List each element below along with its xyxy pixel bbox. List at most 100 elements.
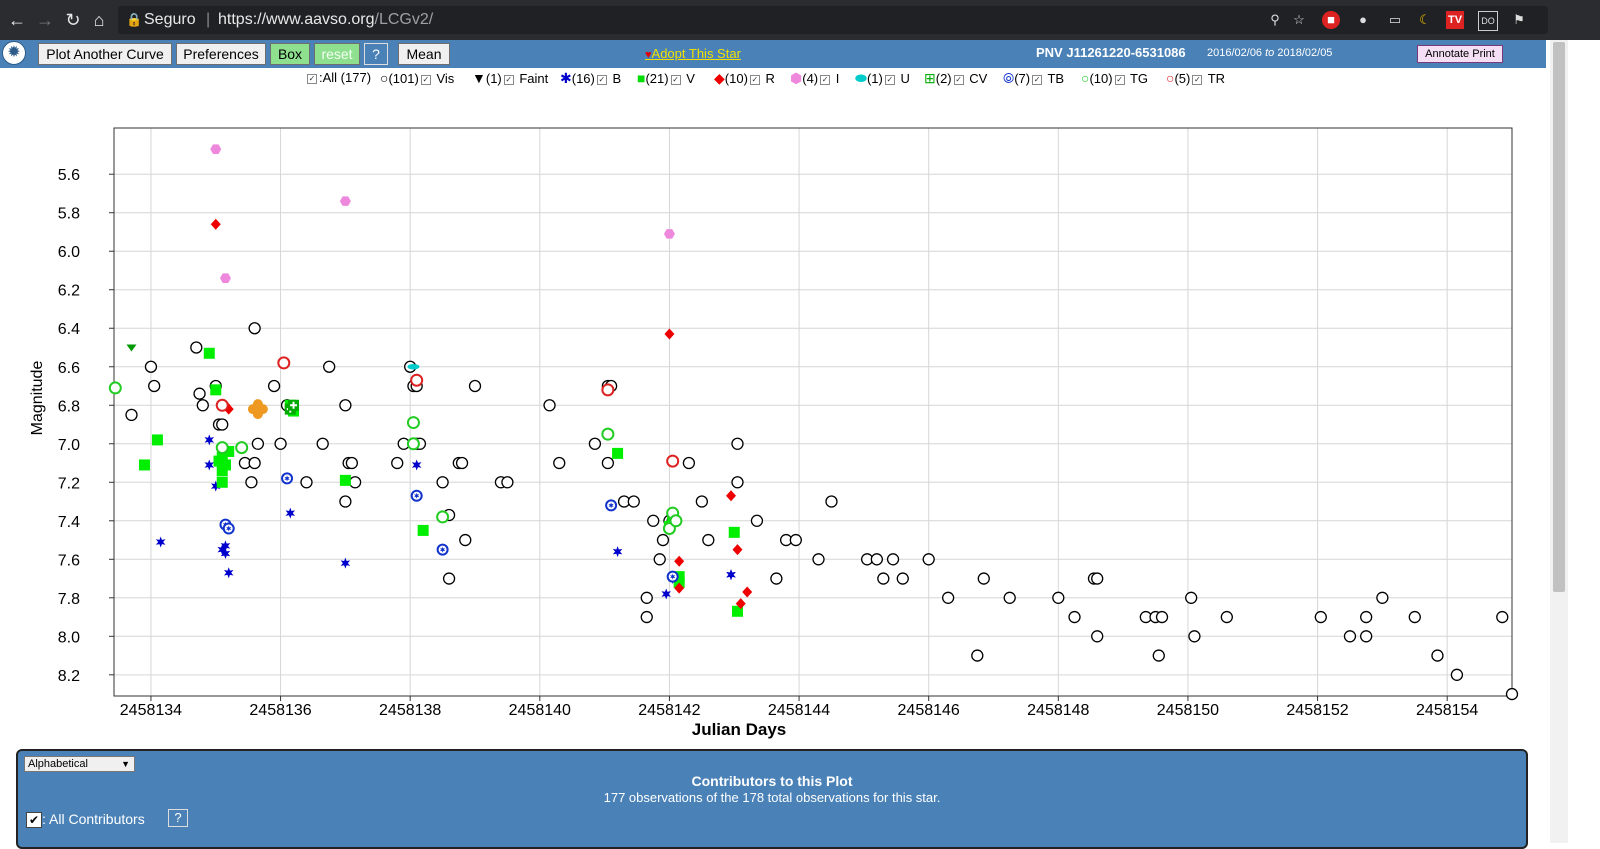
contributors-help-button[interactable]: ? xyxy=(168,809,188,827)
legend-count: (16) xyxy=(571,71,595,86)
legend-count: (21) xyxy=(645,71,669,86)
legend-checkbox[interactable]: ✓ xyxy=(420,74,431,85)
mean-button[interactable]: Mean xyxy=(398,43,450,65)
data-point-vis xyxy=(251,437,265,450)
home-icon[interactable]: ⌂ xyxy=(93,10,105,30)
extension-doc-icon[interactable]: ▭ xyxy=(1388,12,1402,27)
extension-shield-icon[interactable]: ■ xyxy=(1322,11,1340,29)
adopt-star-link[interactable]: ♥Adopt This Star xyxy=(645,46,741,61)
legend-item-u[interactable]: ⬬(1) ✓ U xyxy=(855,69,910,88)
y-tick-label: 8.0 xyxy=(58,629,80,646)
legend-checkbox[interactable]: ✓ xyxy=(670,74,681,85)
annotate-print-button[interactable]: Annotate Print xyxy=(1417,45,1503,63)
forward-icon[interactable]: → xyxy=(36,10,54,30)
legend-band: B xyxy=(608,71,622,86)
box-button[interactable]: Box xyxy=(270,43,310,65)
help-button[interactable]: ? xyxy=(364,43,388,65)
legend-item-vis[interactable]: ○(101) ✓ Vis xyxy=(380,69,454,88)
contributor-sort-select[interactable]: Alphabetical ▼ xyxy=(24,756,135,772)
x-tick-label: 2458142 xyxy=(638,702,700,719)
aavso-logo-icon[interactable]: ✹ xyxy=(2,41,26,65)
date-to: 2018/02/05 xyxy=(1277,47,1333,59)
data-point-tg xyxy=(235,441,249,455)
data-point-vis xyxy=(1496,610,1509,624)
data-point-b xyxy=(411,459,422,471)
data-point-tb-star xyxy=(226,525,232,532)
extension-do-icon[interactable]: DO xyxy=(1478,11,1498,31)
x-tick-label: 2458138 xyxy=(379,702,441,719)
url-text[interactable]: https://www.aavso.org/LCGv2/ xyxy=(218,6,433,34)
page-scrollbar[interactable] xyxy=(1550,40,1568,843)
data-point-i xyxy=(339,196,351,206)
reload-icon[interactable]: ↻ xyxy=(65,10,81,30)
reset-button[interactable]: reset xyxy=(314,43,360,65)
bookmark-star-icon[interactable]: ☆ xyxy=(1293,12,1305,27)
star-name: PNV J11261220-6531086 xyxy=(1036,45,1186,60)
all-contributors-checkbox[interactable]: ✔ xyxy=(26,812,42,829)
x-tick-label: 2458136 xyxy=(249,702,311,719)
data-point-v xyxy=(673,576,685,588)
legend-item-b[interactable]: ✱(16) ✓ B xyxy=(560,69,621,88)
legend-item-v[interactable]: ■(21) ✓ V xyxy=(637,69,695,88)
extension-tv-icon[interactable]: TV xyxy=(1446,11,1464,29)
legend-checkbox[interactable]: ✓ xyxy=(884,74,895,85)
legend-checkbox[interactable]: ✓ xyxy=(1114,74,1125,85)
legend-item-all[interactable]: ✓:All (177) xyxy=(305,69,371,87)
scrollbar-thumb[interactable] xyxy=(1553,42,1565,592)
data-point-vis xyxy=(922,553,935,566)
extension-puzzle-icon[interactable]: ⚑ xyxy=(1513,12,1525,27)
data-point-vis xyxy=(1068,610,1081,624)
legend-checkbox[interactable]: ✓ xyxy=(820,74,831,85)
address-bar[interactable]: 🔒 Seguro | https://www.aavso.org/LCGv2/ … xyxy=(118,6,1548,34)
all-contributors-toggle[interactable]: ✔: All Contributors xyxy=(26,809,145,829)
legend-checkbox[interactable]: ✓ xyxy=(953,74,964,85)
legend-item-faint[interactable]: ▼(1) ✓ Faint xyxy=(472,69,548,88)
data-point-vis xyxy=(640,591,653,604)
zoom-icon[interactable]: ⚲ xyxy=(1270,12,1280,27)
data-point-vis xyxy=(627,495,640,508)
legend-checkbox[interactable]: ✓ xyxy=(1192,74,1203,85)
legend-item-tr[interactable]: ○(5) ✓ TR xyxy=(1166,69,1225,88)
data-point-tg xyxy=(108,381,122,395)
legend-item-i[interactable]: ⬢(4) ✓ I xyxy=(790,69,839,88)
data-point-vis xyxy=(144,360,158,373)
data-point-tb-star xyxy=(608,502,614,509)
data-point-vis xyxy=(468,379,482,393)
data-point-v xyxy=(673,571,685,583)
data-point-vis xyxy=(190,341,203,354)
data-point-vis xyxy=(695,495,708,508)
preferences-button[interactable]: Preferences xyxy=(176,43,266,65)
legend-checkbox[interactable]: ✓ xyxy=(307,73,317,84)
data-point-r xyxy=(664,328,675,340)
legend-item-tg[interactable]: ○(10) ✓ TG xyxy=(1081,69,1148,88)
legend-checkbox[interactable]: ✓ xyxy=(596,74,607,85)
back-icon[interactable]: ← xyxy=(8,10,26,30)
legend-item-cv[interactable]: ⊞(2) ✓ CV xyxy=(924,69,987,88)
x-tick-label: 2458154 xyxy=(1416,702,1478,719)
contributors-subtitle: 177 observations of the 178 total observ… xyxy=(603,790,941,805)
data-point-mean-c xyxy=(247,404,258,415)
legend-checkbox[interactable]: ✓ xyxy=(749,74,760,85)
legend-band: TG xyxy=(1126,71,1149,86)
plot-another-curve-button[interactable]: Plot Another Curve xyxy=(38,43,172,65)
legend-checkbox[interactable]: ✓ xyxy=(503,74,514,85)
data-point-b xyxy=(217,544,227,556)
extension-bulb-icon[interactable]: ● xyxy=(1359,12,1367,27)
data-point-vis xyxy=(267,379,281,393)
data-point-tg xyxy=(436,510,450,524)
legend-item-tb[interactable]: ⦾(7) ✓ TB xyxy=(1003,69,1064,88)
chevron-down-icon: ▼ xyxy=(121,759,130,769)
data-point-vis xyxy=(391,456,404,470)
data-point-tg xyxy=(215,441,229,455)
extension-moon-icon[interactable]: ☾ xyxy=(1419,12,1431,27)
legend-marker-icon: ■ xyxy=(637,70,646,86)
y-tick-label: 6.0 xyxy=(58,244,80,261)
data-point-vis xyxy=(323,360,336,373)
data-point-v xyxy=(138,459,150,471)
legend-item-r[interactable]: ◆(10) ✓ R xyxy=(714,69,775,88)
legend-band: Vis xyxy=(432,71,455,86)
data-point-tg xyxy=(406,416,420,430)
legend-marker-icon: ○ xyxy=(380,70,389,86)
y-tick-label: 5.8 xyxy=(58,206,80,223)
legend-checkbox[interactable]: ✓ xyxy=(1032,74,1043,85)
